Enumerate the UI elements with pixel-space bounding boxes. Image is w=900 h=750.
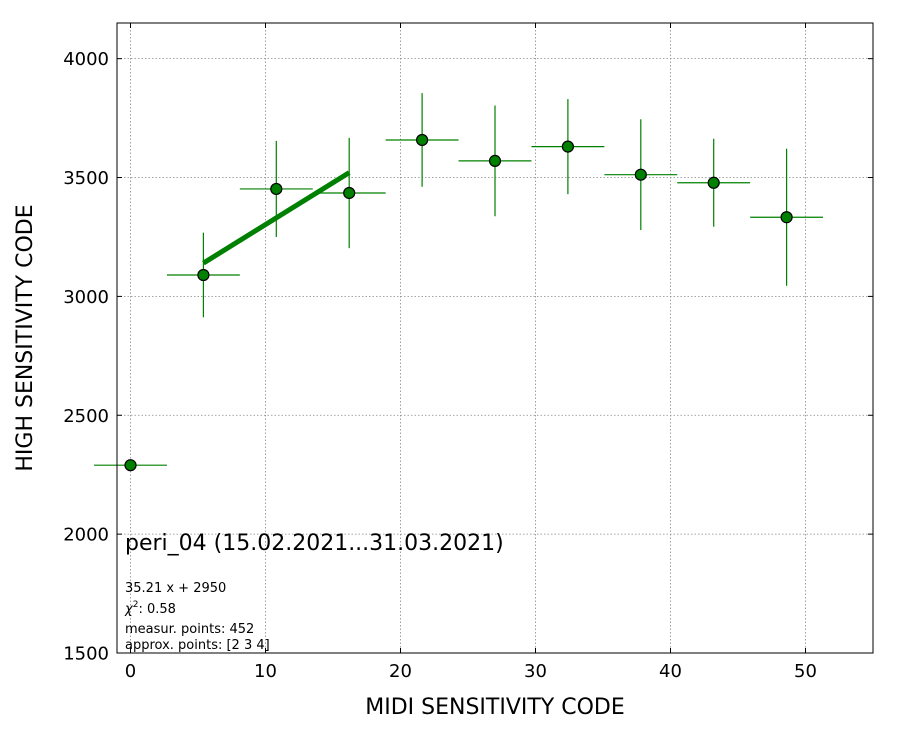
fit-line [202, 170, 351, 266]
chi-exponent: 2 [133, 600, 139, 610]
approx-points-note: approx. points: [2 3 4] [125, 638, 270, 653]
ticks: 0 10 20 30 40 50 1500 2000 2500 3000 3500 4000 [63, 23, 873, 682]
measur-points-note: measur. points: 452 [125, 622, 254, 637]
x-tick-label: 0 [125, 661, 136, 682]
fit-line-layer [202, 170, 351, 266]
y-axis-label: HIGH SENSITIVITY CODE [13, 204, 38, 471]
y-tick-label: 2000 [63, 525, 109, 546]
data-point [488, 154, 502, 167]
data-points [124, 133, 793, 472]
plot-frame [116, 22, 874, 654]
y-tick-label: 4000 [63, 49, 109, 70]
y-tick-label: 3500 [63, 168, 109, 189]
chi-symbol: χ [124, 602, 134, 617]
x-tick-label: 40 [659, 661, 682, 682]
data-point [561, 140, 575, 153]
fit-equation: 35.21 x + 2950 [125, 581, 226, 596]
x-tick-label: 10 [254, 661, 277, 682]
y-tick-label: 2500 [63, 406, 109, 427]
x-axis-label: MIDI SENSITIVITY CODE [365, 695, 625, 720]
data-point [343, 186, 356, 200]
data-point [270, 182, 283, 196]
data-point [707, 176, 720, 189]
chi-squared-note: χ2: 0.58 [124, 600, 176, 617]
data-point [634, 168, 647, 181]
data-point [416, 133, 429, 147]
x-tick-label: 30 [524, 661, 547, 682]
chi-value: : 0.58 [138, 602, 175, 617]
data-point [197, 268, 210, 282]
data-point [124, 459, 137, 472]
x-tick-label: 20 [389, 661, 412, 682]
y-tick-label: 3000 [63, 287, 109, 308]
data-point [780, 211, 793, 224]
chart-title: peri_04 (15.02.2021...31.03.2021) [125, 531, 504, 556]
x-tick-label: 50 [794, 661, 817, 682]
error-bars [94, 93, 824, 470]
y-tick-label: 1500 [63, 644, 109, 665]
